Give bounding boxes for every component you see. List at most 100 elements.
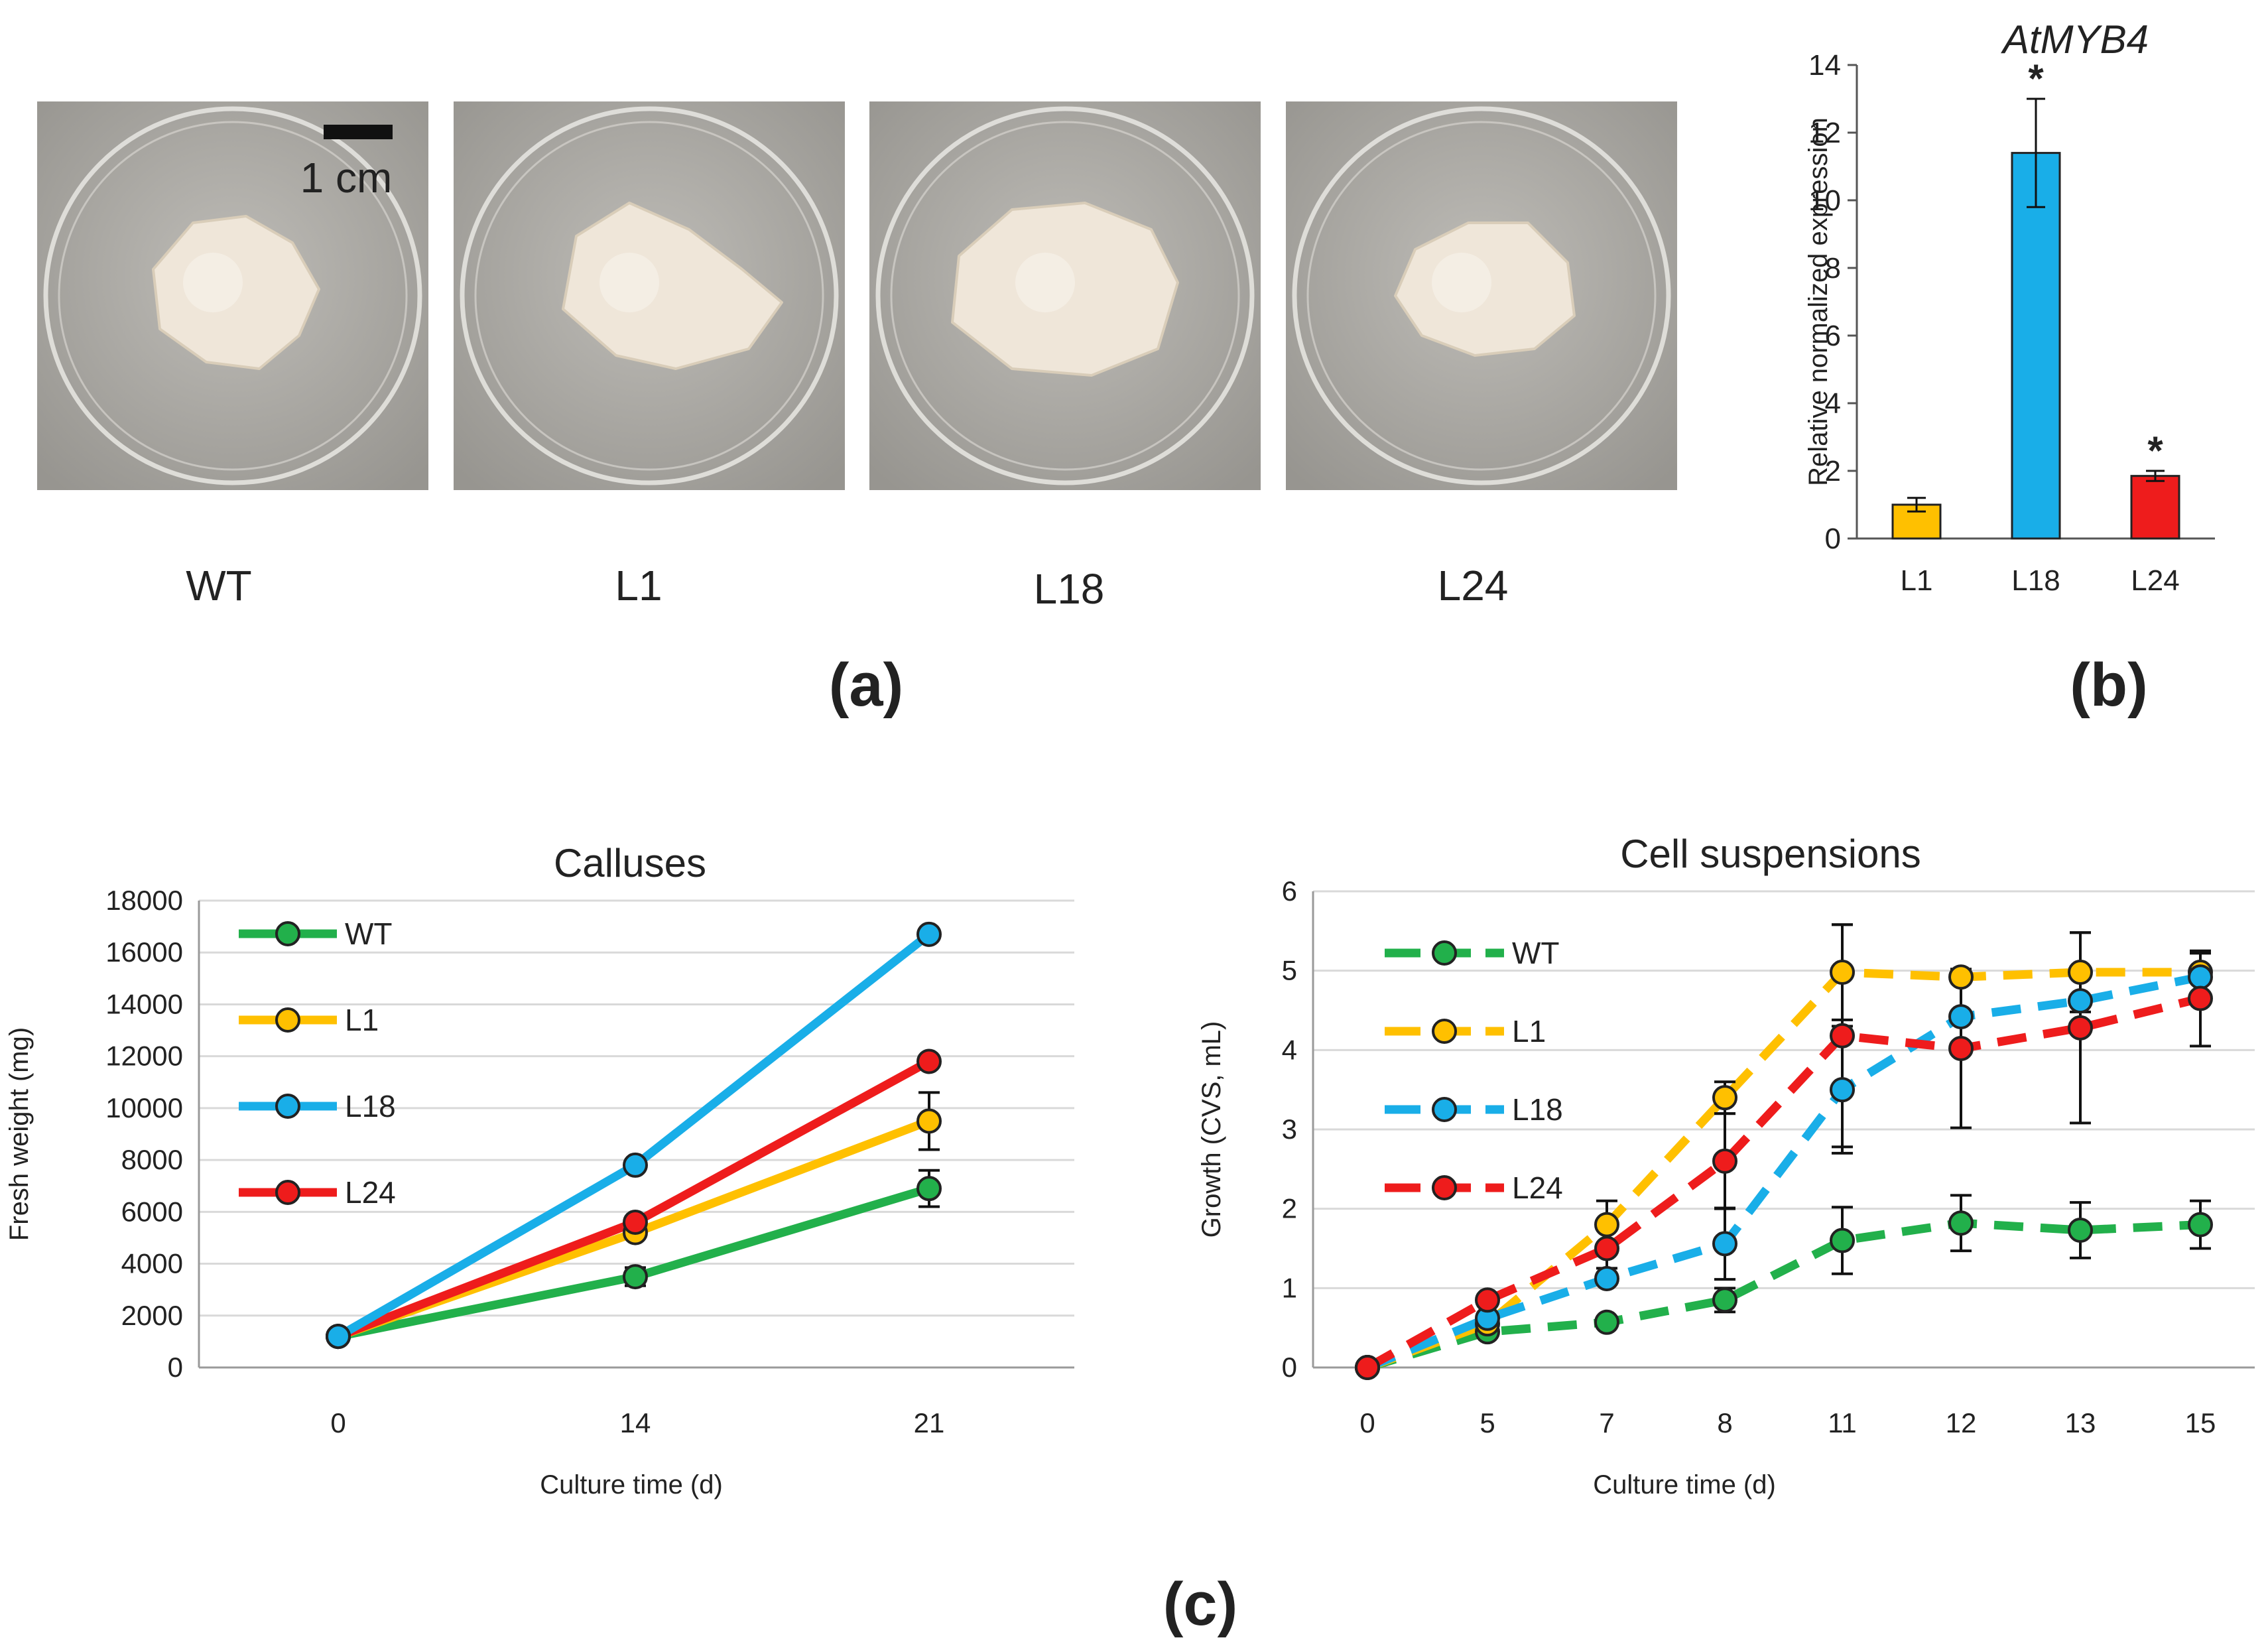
petri-dish-rim (43, 106, 422, 485)
y-tick-label: 6000 (121, 1196, 183, 1227)
data-point-l18 (1948, 1004, 1974, 1030)
legend-label-l18: L18 (1512, 1092, 1563, 1127)
data-point-l18 (2068, 988, 2093, 1014)
photo-label-l1: L1 (615, 562, 662, 609)
data-point-wt (1712, 1287, 1737, 1313)
data-point-wt (1948, 1210, 1974, 1236)
scale-bar (324, 125, 393, 139)
y-tick-label: 2 (1825, 455, 1841, 487)
callus-tissue (562, 202, 783, 370)
series-line-l24 (1365, 994, 2202, 1371)
petri-dish-inner-rim (474, 121, 824, 471)
callus-highlight (599, 253, 659, 312)
legend-marker-l24 (275, 1180, 300, 1205)
data-point-wt (1594, 1309, 1619, 1335)
petri-dish-inner-rim (1306, 121, 1657, 471)
data-point-l24 (1475, 1287, 1500, 1313)
x-tick-label: 5 (1480, 1407, 1495, 1438)
legend-label-l24: L24 (1512, 1171, 1563, 1205)
data-point-wt (916, 1176, 942, 1202)
photo-label-l18: L18 (1034, 565, 1105, 613)
photo-l1 (454, 101, 845, 490)
series-line-l18 (1365, 972, 2202, 1372)
legend-marker-l1 (1432, 1019, 1457, 1044)
x-tick-label: 13 (2065, 1407, 2096, 1438)
x-tick-label: 0 (330, 1407, 346, 1438)
series-line-l24 (336, 1057, 932, 1341)
data-point-l24 (916, 1048, 942, 1074)
bar-l18 (2011, 152, 2061, 540)
y-tick-label: 14000 (105, 988, 183, 1019)
data-point-l18 (1594, 1265, 1619, 1291)
photo-label-wt: WT (186, 562, 252, 609)
chart-b: 0 2 4 6 8 10 12 14 L1 * L18 * L24 AtMYB4 Relative norm… (1804, 17, 2215, 597)
photo-panel (37, 101, 1677, 490)
chart-title: AtMYB4 (2001, 17, 2149, 62)
y-tick-label: 4 (1825, 387, 1841, 420)
scale-bar-label: 1 cm (300, 154, 393, 202)
data-point-wt (1830, 1228, 1855, 1253)
y-tick-label: 2 (1282, 1193, 1297, 1224)
chart-title: Cell suspensions (1620, 832, 1921, 876)
data-point-l24 (1355, 1355, 1380, 1380)
data-point-l24 (2068, 1015, 2093, 1041)
x-tick-label: 14 (620, 1407, 651, 1438)
legend-marker-wt (275, 921, 300, 946)
y-tick-label: 8 (1825, 252, 1841, 285)
data-point-l18 (326, 1324, 351, 1350)
photo-wt (37, 101, 428, 490)
data-point-l1 (2068, 960, 2093, 985)
petri-dish-rim (875, 106, 1255, 485)
legend-marker-l18 (1432, 1097, 1457, 1122)
y-tick-label: 3 (1282, 1113, 1297, 1145)
y-tick-label: 8000 (121, 1144, 183, 1175)
data-point-l18 (1712, 1231, 1737, 1257)
y-tick-label: 0 (1825, 523, 1841, 555)
legend-marker-l24 (1432, 1175, 1457, 1200)
data-point-l1 (1712, 1085, 1737, 1111)
data-point-wt (2068, 1217, 2093, 1243)
petri-dish-inner-rim (890, 121, 1240, 471)
legend-label-l1: L1 (1512, 1014, 1546, 1048)
legend-label-wt: WT (1512, 936, 1560, 970)
y-tick-label: 16000 (105, 936, 183, 968)
y-tick-label: 0 (168, 1352, 183, 1383)
x-tick-label: 0 (1359, 1407, 1375, 1438)
panel-letter-a: (a) (829, 651, 903, 719)
data-point-l18 (2188, 964, 2213, 990)
callus-highlight (1432, 253, 1491, 312)
y-tick-label: 2000 (121, 1300, 183, 1331)
data-point-l18 (916, 921, 942, 947)
y-axis-label: Growth (CVS, mL) (1197, 1021, 1226, 1238)
y-tick-label: 0 (1282, 1352, 1297, 1383)
y-tick-label: 12000 (105, 1041, 183, 1072)
petri-dish-rim (460, 106, 839, 485)
callus-highlight (1015, 253, 1075, 312)
y-tick-label: 6 (1282, 875, 1297, 907)
y-tick-label: 6 (1825, 320, 1841, 352)
data-point-l1 (1830, 960, 1855, 985)
data-point-wt (623, 1264, 648, 1290)
y-tick-label: 4000 (121, 1248, 183, 1279)
legend-marker-l1 (275, 1007, 300, 1033)
x-axis-label: Culture time (d) (1593, 1470, 1776, 1499)
x-tick-label: 8 (1717, 1407, 1732, 1438)
data-point-l1 (1948, 964, 1974, 990)
significance-marker: * (2147, 428, 2163, 473)
callus-highlight (183, 253, 243, 312)
y-tick-label: 4 (1282, 1034, 1297, 1065)
data-point-l1 (1594, 1212, 1619, 1238)
legend-label-l1: L1 (345, 1003, 379, 1037)
x-axis-label: Culture time (d) (540, 1470, 723, 1499)
y-tick-label: 1 (1282, 1272, 1297, 1303)
photo-label-l24: L24 (1438, 562, 1509, 609)
data-point-l24 (2188, 985, 2213, 1011)
panel-letter-c: (c) (1163, 1570, 1237, 1638)
data-point-l24 (1594, 1236, 1619, 1261)
data-point-l24 (1830, 1023, 1855, 1048)
y-tick-label: 10000 (105, 1092, 183, 1123)
y-tick-label: 18000 (105, 885, 183, 916)
y-axis-label: Relative normalized expression (1804, 117, 1833, 486)
